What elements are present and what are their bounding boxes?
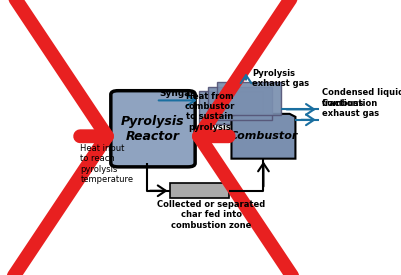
- Text: Combustion
exhaust gas: Combustion exhaust gas: [322, 99, 379, 118]
- Text: Syngas: Syngas: [159, 89, 196, 98]
- Bar: [217, 82, 281, 115]
- FancyBboxPatch shape: [111, 91, 195, 167]
- Bar: [170, 183, 229, 198]
- Text: Collected or separated
char fed into
combustion zone: Collected or separated char fed into com…: [157, 200, 265, 230]
- Text: Condensed liquid
fractions: Condensed liquid fractions: [322, 89, 401, 108]
- Text: Heat input
to reach
pyrolysis
temperature: Heat input to reach pyrolysis temperatur…: [80, 144, 134, 184]
- Text: Pyrolysis
Reactor: Pyrolysis Reactor: [121, 115, 185, 143]
- Text: Pyrolysis
exhaust gas: Pyrolysis exhaust gas: [252, 69, 309, 89]
- Bar: [199, 92, 263, 124]
- Text: Combustor: Combustor: [229, 131, 298, 141]
- Text: Heat from
combustor
to sustain
pyrolysis: Heat from combustor to sustain pyrolysis: [184, 92, 235, 132]
- Polygon shape: [231, 114, 296, 159]
- Bar: [208, 87, 272, 120]
